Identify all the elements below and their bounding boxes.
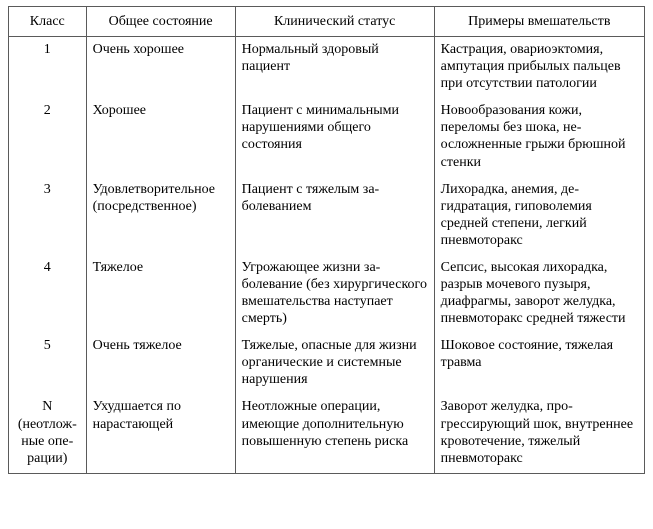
table-row: N(неотлож­ные опе­рации) Ухудшается по н… bbox=[9, 394, 645, 473]
table-row: 4 Тяжелое Угрожающее жизни за­болевание … bbox=[9, 255, 645, 333]
cell-examples: Кастрация, овариоэкто­мия, ампутация при… bbox=[434, 37, 644, 99]
cell-state: Очень хорошее bbox=[86, 37, 235, 99]
cell-status: Пациент с тяжелым за­болеванием bbox=[235, 177, 434, 255]
cell-class: 3 bbox=[9, 177, 87, 255]
cell-examples: Заворот желудка, про­грессирующий шок, в… bbox=[434, 394, 644, 473]
col-header-examples: Примеры вмешательств bbox=[434, 7, 644, 37]
cell-status: Пациент с минимальны­ми нарушениями обще… bbox=[235, 98, 434, 176]
cell-status: Нормальный здоровый пациент bbox=[235, 37, 434, 99]
cell-class: 2 bbox=[9, 98, 87, 176]
table-body: 1 Очень хорошее Нормальный здоровый паци… bbox=[9, 37, 645, 474]
page: Класс Общее состояние Клинический статус… bbox=[0, 0, 653, 529]
classification-table: Класс Общее состояние Клинический статус… bbox=[8, 6, 645, 474]
col-header-status: Клинический статус bbox=[235, 7, 434, 37]
cell-state: Очень тяжелое bbox=[86, 333, 235, 394]
table-row: 5 Очень тяжелое Тяжелые, опасные для жиз… bbox=[9, 333, 645, 394]
table-row: 2 Хорошее Пациент с минимальны­ми наруше… bbox=[9, 98, 645, 176]
cell-status: Неотложные операции, имеющие дополнитель… bbox=[235, 394, 434, 473]
cell-class: N(неотлож­ные опе­рации) bbox=[9, 394, 87, 473]
cell-class: 1 bbox=[9, 37, 87, 99]
cell-examples: Шоковое состояние, тя­желая травма bbox=[434, 333, 644, 394]
table-header-row: Класс Общее состояние Клинический статус… bbox=[9, 7, 645, 37]
cell-class: 5 bbox=[9, 333, 87, 394]
col-header-class: Класс bbox=[9, 7, 87, 37]
cell-examples: Лихорадка, анемия, де­гидратация, гипово… bbox=[434, 177, 644, 255]
cell-status: Тяжелые, опасные для жизни органические … bbox=[235, 333, 434, 394]
cell-state: Хорошее bbox=[86, 98, 235, 176]
table-row: 3 Удовлетвори­тельное (посред­ственное) … bbox=[9, 177, 645, 255]
cell-examples: Новообразования кожи, переломы без шока,… bbox=[434, 98, 644, 176]
cell-examples: Сепсис, высокая лихо­радка, разрыв мочев… bbox=[434, 255, 644, 333]
col-header-state: Общее состояние bbox=[86, 7, 235, 37]
cell-status: Угрожающее жизни за­болевание (без хирур… bbox=[235, 255, 434, 333]
cell-class: 4 bbox=[9, 255, 87, 333]
cell-state: Ухудшается по нарастающей bbox=[86, 394, 235, 473]
cell-state: Удовлетвори­тельное (посред­ственное) bbox=[86, 177, 235, 255]
cell-state: Тяжелое bbox=[86, 255, 235, 333]
table-row: 1 Очень хорошее Нормальный здоровый паци… bbox=[9, 37, 645, 99]
